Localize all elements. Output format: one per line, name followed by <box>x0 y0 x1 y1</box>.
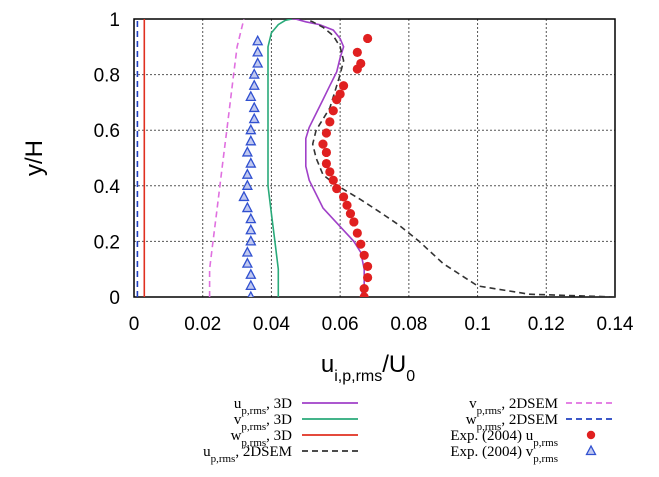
series-7-point <box>238 190 250 202</box>
x-tick-label: 0.02 <box>184 314 221 335</box>
series-6-point <box>328 175 338 185</box>
legend-label: up,rms, 2DSEM <box>203 444 292 465</box>
series-7-point <box>248 79 260 90</box>
legend-label: Exp. (2004) vp,rms <box>450 444 558 465</box>
x-axis-label: ui,p,rms/U0 <box>321 351 415 385</box>
series-6-point <box>332 183 342 194</box>
legend-item: vp,rms, 3D <box>234 412 358 433</box>
series-6-point <box>363 33 373 44</box>
x-tick-label: 0.08 <box>390 314 427 335</box>
series-6-point <box>342 200 352 210</box>
legend-label: vp,rms, 2DSEM <box>469 396 558 417</box>
legend-item: wp,rms, 3D <box>231 428 358 449</box>
series-6-point <box>352 47 362 57</box>
series-6-point <box>328 106 338 116</box>
series-7-point <box>245 157 257 168</box>
x-tick-label: 0.04 <box>253 314 290 335</box>
series-7-point <box>245 123 257 135</box>
legend-item: up,rms, 3D <box>234 396 358 417</box>
y-axis-label: y/H <box>21 140 48 176</box>
series-7-point <box>252 57 264 68</box>
series-6-point <box>349 217 359 227</box>
series-6-point <box>359 250 369 260</box>
series-7-point <box>245 90 257 101</box>
legend-label: wp,rms, 3D <box>231 428 293 449</box>
series-7-point <box>248 112 260 124</box>
legend-item: vp,rms, 2DSEM <box>469 396 616 417</box>
plot-frame <box>133 18 616 298</box>
series-6-point <box>321 158 331 169</box>
legend-item: wp,rms, 2DSEM <box>466 412 616 433</box>
x-tick-label: 0.12 <box>528 314 565 335</box>
series-7-point <box>241 179 253 190</box>
series-6-point <box>318 139 328 149</box>
series-6-point <box>338 192 349 202</box>
y-tick-label: 0.8 <box>94 66 120 87</box>
legend-item: Exp. (2004) vp,rms <box>450 444 597 465</box>
y-tick-label: 0.2 <box>94 232 120 253</box>
series-7-point <box>252 34 264 46</box>
x-tick-label: 0.1 <box>464 314 490 335</box>
y-tick-label: 0.6 <box>94 121 120 142</box>
series-6-point <box>359 284 369 294</box>
series-7-point <box>241 257 253 268</box>
series-6-point <box>359 292 369 297</box>
y-tick-label: 0 <box>109 288 120 309</box>
legend-item: Exp. (2004) up,rms <box>450 428 596 449</box>
series-6-point <box>363 261 373 272</box>
y-tick-label: 0.4 <box>94 177 121 198</box>
series-6-point <box>363 272 373 283</box>
series-6-point <box>356 58 366 69</box>
series-6-point <box>345 209 356 219</box>
series-0-line <box>292 19 366 297</box>
series-6-point <box>352 228 362 238</box>
series-6-point <box>335 89 345 99</box>
series-6-point <box>325 167 335 177</box>
series-7-point <box>241 146 253 157</box>
series-7-point <box>245 268 257 279</box>
x-tick-label: 0.06 <box>322 314 359 335</box>
series-7-point <box>247 290 255 297</box>
series-7-point <box>245 212 257 224</box>
series-3-line <box>305 19 615 297</box>
series-7-point <box>252 45 264 57</box>
series-4-line <box>208 19 245 297</box>
legend-item: up,rms, 2DSEM <box>203 444 358 465</box>
series-6-point <box>325 117 335 127</box>
series-7-point <box>241 246 253 257</box>
y-tick-label: 1 <box>109 10 120 31</box>
legend-label: vp,rms, 3D <box>234 412 292 433</box>
legend-swatch <box>586 430 596 440</box>
series-layer <box>136 19 615 297</box>
grid <box>134 19 615 297</box>
series-7-point <box>241 201 253 213</box>
series-6-point <box>321 128 331 138</box>
series-7-point <box>245 235 257 246</box>
legend-label: Exp. (2004) up,rms <box>450 428 558 449</box>
legend-label: wp,rms, 2DSEM <box>466 412 558 433</box>
series-7-point <box>241 168 253 179</box>
x-tick-label: 0 <box>129 314 140 335</box>
series-6-point <box>321 147 331 158</box>
series-7-point <box>245 279 257 291</box>
x-tick-label: 0.14 <box>597 314 634 335</box>
series-1-line <box>267 19 293 297</box>
series-7-point <box>248 68 260 79</box>
series-7-point <box>245 134 257 146</box>
legend-swatch <box>585 444 597 456</box>
ticks: 0 0.02 0.04 0.06 0.08 0.1 0.12 0.14 0 0.2 0.4 0.6 0.… <box>94 10 634 335</box>
series-7-point <box>248 101 260 113</box>
series-7-point <box>245 223 257 235</box>
legend-label: up,rms, 3D <box>234 396 292 417</box>
series-6-point <box>356 239 366 249</box>
series-6-point <box>338 81 349 91</box>
